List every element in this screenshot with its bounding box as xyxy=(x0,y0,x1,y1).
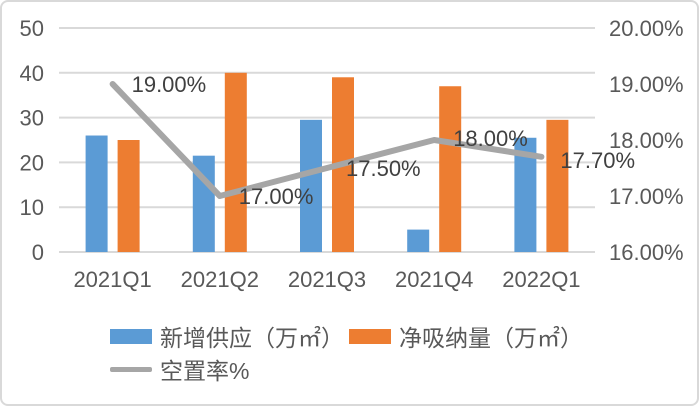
bar-net-absorption-2021Q4 xyxy=(439,86,462,253)
left-axis-tick-0: 0 xyxy=(32,240,44,265)
legend-label-vacancy-rate: 空置率% xyxy=(160,358,250,384)
legend-label-net-absorption: 净吸纳量（万㎡） xyxy=(399,325,583,351)
x-axis-label-2021Q3: 2021Q3 xyxy=(288,267,366,292)
legend-label-new-supply: 新增供应（万㎡） xyxy=(160,325,344,351)
bar-net-absorption-2022Q1 xyxy=(546,119,569,252)
right-axis-tick-17: 17.00% xyxy=(609,184,684,209)
vacancy-rate-label-2021Q4: 18.00% xyxy=(453,126,528,151)
vacancy-rate-label-2021Q3: 17.50% xyxy=(346,156,421,181)
legend-swatch-net-absorption xyxy=(349,328,391,344)
legend-line-swatch-vacancy-rate xyxy=(110,366,152,372)
bar-new-supply-2021Q3 xyxy=(300,119,322,252)
bar-new-supply-2021Q1 xyxy=(85,135,108,252)
right-axis-tick-19: 19.00% xyxy=(609,72,684,97)
left-axis-tick-30: 30 xyxy=(20,106,44,131)
right-axis-tick-16: 16.00% xyxy=(609,240,684,265)
vacancy-rate-line xyxy=(109,81,545,199)
legend-item-net-absorption: 净吸纳量（万㎡） xyxy=(349,323,583,351)
vacancy-rate-label-2021Q1: 19.00% xyxy=(132,72,207,97)
left-axis-tick-40: 40 xyxy=(20,61,44,86)
bar-new-supply-2021Q2 xyxy=(192,155,215,252)
right-axis-tick-20: 20.00% xyxy=(609,16,684,41)
left-axis-tick-50: 50 xyxy=(20,16,44,41)
bar-net-absorption-2021Q1 xyxy=(117,140,140,252)
legend-swatch-new-supply xyxy=(110,328,152,344)
bar-new-supply-2021Q4 xyxy=(407,229,430,252)
x-axis-label-2022Q1: 2022Q1 xyxy=(502,267,580,292)
x-axis-label-2021Q2: 2021Q2 xyxy=(181,267,259,292)
vacancy-rate-label-2021Q2: 17.00% xyxy=(239,184,314,209)
vacancy-rate-label-2022Q1: 17.70% xyxy=(560,148,635,173)
left-axis-tick-20: 20 xyxy=(20,150,44,175)
legend-item-vacancy-rate: 空置率% xyxy=(110,356,249,384)
left-axis-tick-10: 10 xyxy=(20,195,44,220)
legend-item-new-supply: 新增供应（万㎡） xyxy=(110,323,344,351)
x-axis-label-2021Q1: 2021Q1 xyxy=(73,267,151,292)
right-axis-tick-18: 18.00% xyxy=(609,128,684,153)
bar-net-absorption-2021Q2 xyxy=(224,72,247,252)
x-axis-label-2021Q4: 2021Q4 xyxy=(395,267,473,292)
bar-new-supply-2022Q1 xyxy=(514,137,537,252)
